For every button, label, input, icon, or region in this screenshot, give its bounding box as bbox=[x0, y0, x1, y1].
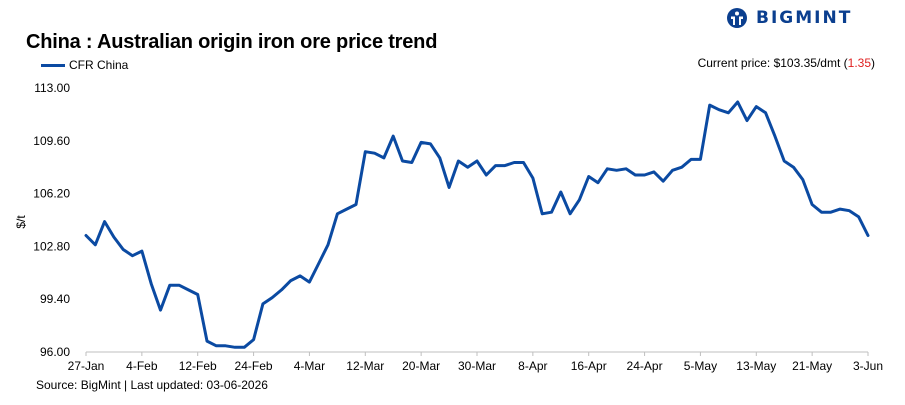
x-tick-label: 27-Jan bbox=[68, 359, 105, 373]
current-price-label: Current price: $103.35/dmt ( bbox=[697, 56, 848, 70]
y-tick-label: 102.80 bbox=[33, 239, 70, 253]
x-tick-label: 5-May bbox=[684, 359, 717, 373]
x-tick-label: 4-Mar bbox=[294, 359, 325, 373]
x-tick-label: 24-Apr bbox=[627, 359, 663, 373]
source-note: Source: BigMint | Last updated: 03-06-20… bbox=[36, 378, 268, 392]
brand-name: BIGMINT bbox=[756, 8, 853, 28]
current-price-change: 1.35 bbox=[847, 56, 871, 70]
legend: CFR China bbox=[41, 58, 128, 72]
x-axis: 27-Jan 4-Feb 12-Feb 24-Feb 4-Mar 12-Mar 20-Mar… bbox=[68, 351, 883, 373]
y-tick-label: 106.20 bbox=[33, 187, 70, 201]
bigmint-logo-icon bbox=[727, 8, 747, 28]
chart-title: China : Australian origin iron ore price… bbox=[26, 31, 438, 53]
x-tick-label: 20-Mar bbox=[402, 359, 440, 373]
series-line-cfr-china bbox=[84, 100, 870, 349]
x-tick-label: 3-Jun bbox=[853, 359, 883, 373]
brand-logo: BIGMINT bbox=[726, 6, 852, 30]
x-tick-label: 12-Feb bbox=[179, 359, 217, 373]
current-price: Current price: $103.35/dmt (1.35) bbox=[698, 56, 875, 70]
y-axis-tick-labels: 113.00 109.60 106.20 102.80 99.40 96.00 bbox=[33, 81, 70, 359]
x-tick-label: 8-Apr bbox=[518, 359, 547, 373]
y-tick-label: 113.00 bbox=[34, 81, 70, 95]
x-tick-label: 30-Mar bbox=[458, 359, 496, 373]
x-tick-label: 4-Feb bbox=[126, 359, 158, 373]
x-tick-label: 13-May bbox=[736, 359, 776, 373]
series-layer bbox=[84, 100, 870, 349]
x-tick-label: 16-Apr bbox=[571, 359, 607, 373]
y-axis-label: $/t bbox=[14, 215, 28, 229]
x-tick-label: 24-Feb bbox=[235, 359, 273, 373]
x-tick-label: 21-May bbox=[792, 359, 832, 373]
y-tick-label: 96.00 bbox=[40, 345, 70, 359]
x-tick-label: 12-Mar bbox=[346, 359, 384, 373]
y-tick-label: 99.40 bbox=[40, 292, 70, 306]
y-tick-label: 109.60 bbox=[33, 134, 70, 148]
legend-label-cfr-china: CFR China bbox=[69, 58, 129, 72]
current-price-suffix: ) bbox=[871, 56, 875, 70]
legend-swatch-cfr-china bbox=[41, 63, 65, 67]
